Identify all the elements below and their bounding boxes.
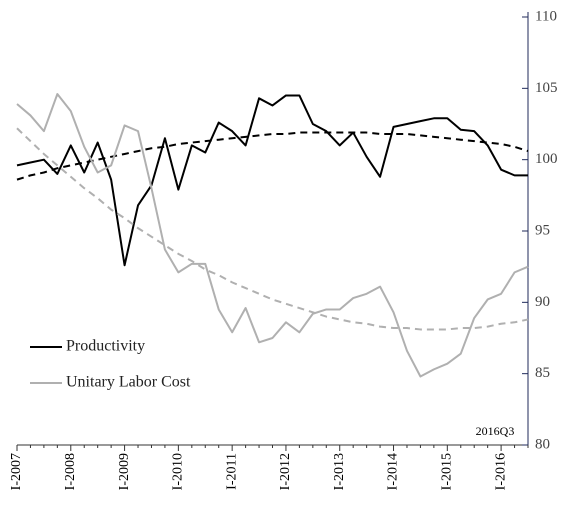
y-tick-label: 100 xyxy=(535,151,558,167)
annotation: 2016Q3 xyxy=(476,424,515,438)
x-tick-label: I-2011 xyxy=(224,453,239,490)
x-tick-label: I-2007 xyxy=(9,453,24,490)
x-tick-label: I-2015 xyxy=(440,453,455,490)
x-tick-label: I-2016 xyxy=(493,453,508,490)
legend-label: Unitary Labor Cost xyxy=(66,374,191,391)
x-tick-label: I-2013 xyxy=(332,453,347,490)
y-tick-label: 105 xyxy=(535,80,558,96)
y-tick-label: 110 xyxy=(535,8,557,24)
x-tick-label: I-2010 xyxy=(171,453,186,490)
series-line xyxy=(16,94,528,267)
x-tick-label: I-2009 xyxy=(117,453,132,490)
x-tick-label: I-2008 xyxy=(63,453,78,490)
y-tick-label: 95 xyxy=(535,222,550,238)
y-tick-label: 90 xyxy=(535,294,550,310)
y-tick-label: 80 xyxy=(535,436,550,452)
x-tick-label: I-2012 xyxy=(278,453,293,490)
series-line xyxy=(16,93,529,378)
y-tick-label: 85 xyxy=(535,365,550,381)
trend-line xyxy=(16,131,529,181)
trend-line xyxy=(16,127,529,331)
legend-label: Productivity xyxy=(66,338,145,355)
x-tick-label: I-2014 xyxy=(386,453,401,490)
